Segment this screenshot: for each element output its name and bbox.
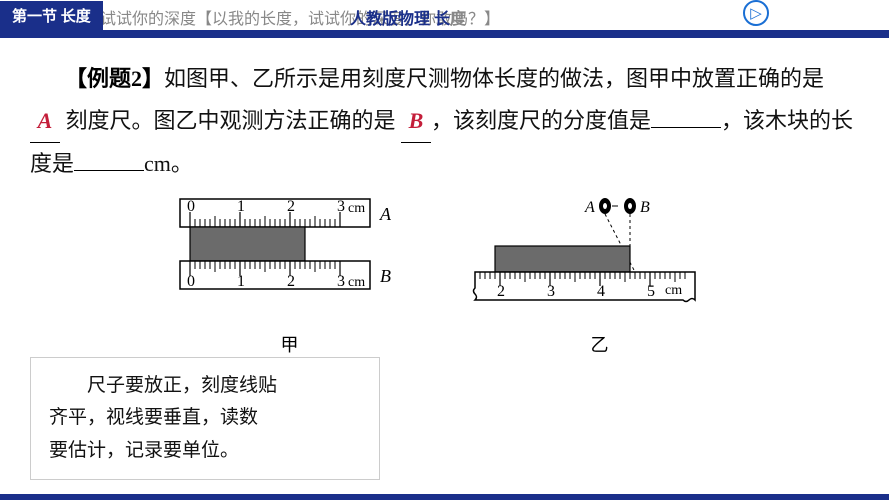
tip-line-3: 要估计，记录要单位。 (49, 440, 239, 461)
bottom-band (0, 494, 889, 500)
figure-jia: 0 1 2 3 cm A 0 1 2 3 (160, 194, 420, 357)
figure-yi-svg: A B (470, 194, 730, 324)
svg-text:0: 0 (187, 273, 195, 290)
example-label: 【例题2】 (76, 66, 164, 91)
svg-text:3: 3 (337, 198, 345, 215)
ruler-a-label: A (379, 204, 392, 224)
answer-blank-1: A (30, 100, 60, 143)
svg-text:1: 1 (237, 198, 245, 215)
figure-yi: A B (470, 194, 730, 357)
figure-jia-caption: 甲 (160, 331, 420, 357)
figures-row: 0 1 2 3 cm A 0 1 2 3 (0, 194, 889, 357)
ruler-b-label: B (380, 266, 391, 286)
question-text-1: 如图甲、乙所示是用刻度尺测物体长度的做法，图甲中放置正确的是 (164, 66, 824, 91)
tip-line-2: 齐平，视线要垂直，读数 (49, 407, 258, 428)
svg-text:cm: cm (665, 283, 682, 298)
svg-text:2: 2 (497, 283, 505, 300)
tip-box: 尺子要放正，刻度线贴 齐平，视线要垂直，读数 要估计，记录要单位。 (30, 357, 380, 480)
top-band (0, 30, 889, 38)
svg-text:5: 5 (647, 283, 655, 300)
svg-text:cm: cm (348, 201, 365, 216)
question-body: 【例题2】如图甲、乙所示是用刻度尺测物体长度的做法，图甲中放置正确的是 A 刻度… (0, 38, 889, 184)
blank-length (74, 144, 144, 170)
svg-text:1: 1 (237, 273, 245, 290)
svg-text:2: 2 (287, 273, 295, 290)
eye-b-label: B (640, 199, 650, 216)
question-text-3a: ，该刻度尺的分度值是 (431, 108, 651, 133)
svg-text:4: 4 (597, 283, 605, 300)
measured-block-yi (495, 246, 630, 272)
svg-text:0: 0 (187, 198, 195, 215)
eye-a-label: A (584, 199, 595, 216)
svg-text:3: 3 (337, 273, 345, 290)
question-text-2: 刻度尺。图乙中观测方法正确的是 (66, 108, 396, 133)
svg-text:2: 2 (287, 198, 295, 215)
measured-block-jia (190, 227, 305, 261)
header-subtitle-blue: 人教版物理 长度 (350, 5, 466, 29)
play-icon[interactable]: ▷ (743, 0, 769, 26)
answer-blank-2: B (401, 100, 431, 143)
svg-text:3: 3 (547, 283, 555, 300)
figure-yi-caption: 乙 (470, 331, 730, 357)
blank-division (651, 101, 721, 127)
unit-cm: cm。 (144, 151, 193, 176)
section-tab: 第一节 长度 (0, 1, 103, 30)
slide-header: 以我的长度试试你的深度【以我的长度，试试你的深度，你敢吗？】 第一节 长度 人教… (0, 0, 889, 30)
figure-jia-svg: 0 1 2 3 cm A 0 1 2 3 (160, 194, 420, 324)
svg-text:cm: cm (348, 275, 365, 290)
tip-line-1: 尺子要放正，刻度线贴 (87, 375, 277, 396)
